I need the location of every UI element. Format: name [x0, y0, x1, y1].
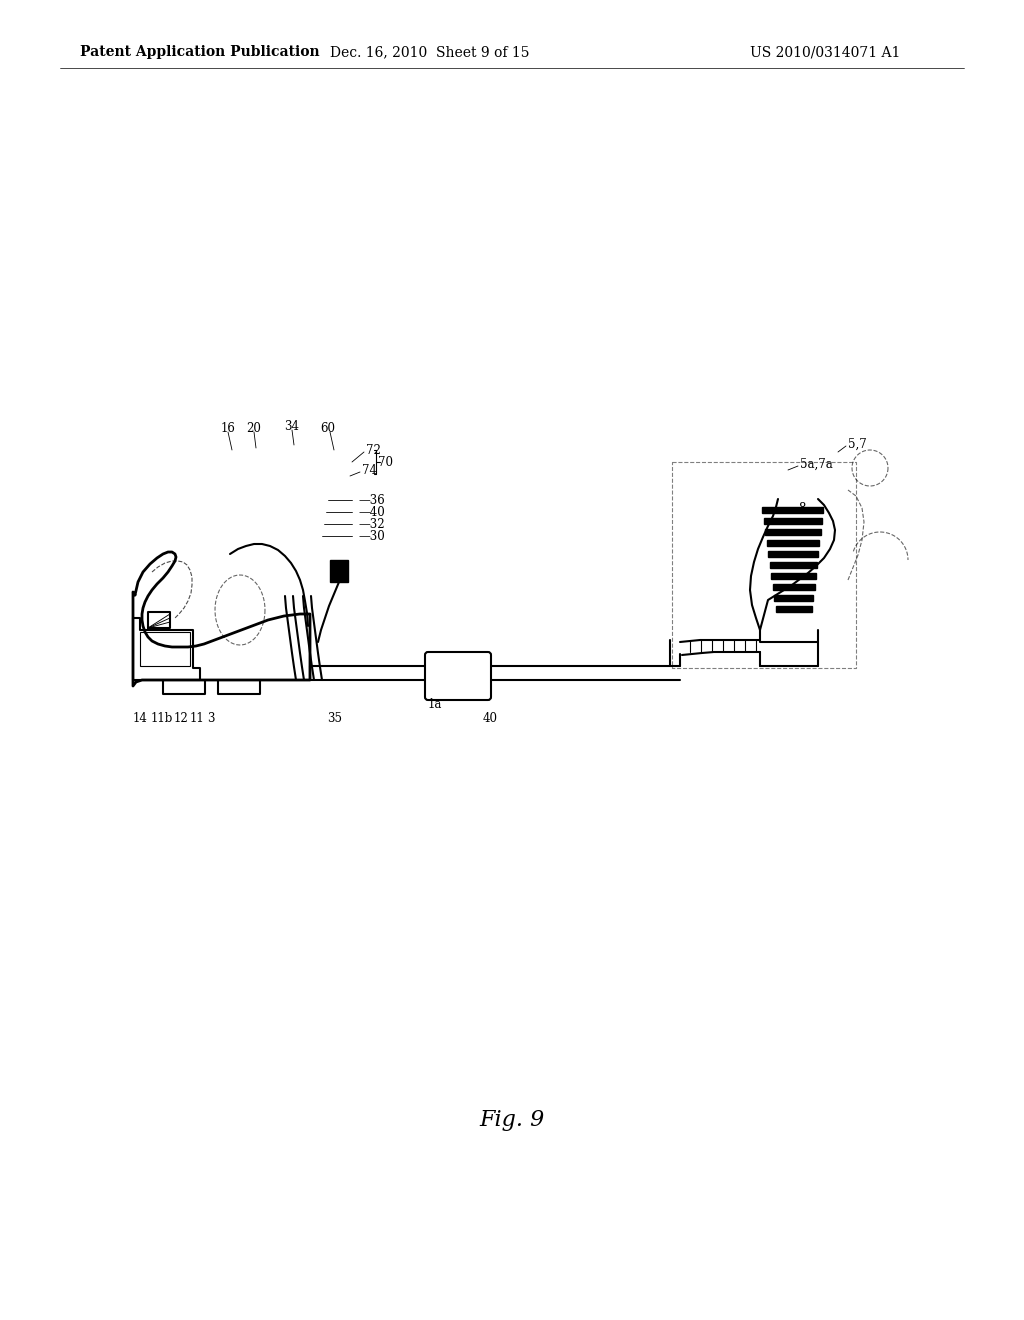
Text: 11: 11 — [189, 711, 205, 725]
Text: 5a,7a: 5a,7a — [800, 458, 833, 470]
Polygon shape — [768, 550, 818, 557]
Text: 20: 20 — [247, 421, 261, 434]
Polygon shape — [769, 562, 817, 568]
Polygon shape — [765, 529, 820, 535]
Text: 72: 72 — [366, 444, 381, 457]
Text: 40: 40 — [482, 711, 498, 725]
Polygon shape — [767, 540, 819, 546]
Bar — [140, 632, 190, 667]
Text: 34: 34 — [285, 420, 299, 433]
Text: 16: 16 — [220, 421, 236, 434]
Text: —40: —40 — [358, 506, 385, 519]
Polygon shape — [771, 573, 816, 579]
Text: US 2010/0314071 A1: US 2010/0314071 A1 — [750, 45, 900, 59]
Text: 5,7: 5,7 — [848, 437, 866, 450]
Text: Fig. 9: Fig. 9 — [479, 1109, 545, 1131]
Polygon shape — [330, 560, 348, 582]
Polygon shape — [775, 606, 812, 612]
Polygon shape — [772, 583, 815, 590]
Polygon shape — [774, 595, 813, 601]
Text: 35: 35 — [328, 711, 342, 725]
Text: Dec. 16, 2010  Sheet 9 of 15: Dec. 16, 2010 Sheet 9 of 15 — [331, 45, 529, 59]
Text: 60: 60 — [321, 421, 336, 434]
Text: 1a: 1a — [428, 697, 442, 710]
Polygon shape — [762, 507, 823, 513]
Text: —36: —36 — [358, 494, 385, 507]
Text: 12: 12 — [174, 711, 188, 725]
Text: 70: 70 — [378, 455, 393, 469]
Text: —32: —32 — [358, 517, 385, 531]
Text: 14: 14 — [132, 711, 147, 725]
Text: 3: 3 — [207, 711, 215, 725]
FancyBboxPatch shape — [425, 652, 490, 700]
Text: 11b: 11b — [151, 711, 173, 725]
Polygon shape — [764, 517, 822, 524]
Text: —30: —30 — [358, 529, 385, 543]
Text: Patent Application Publication: Patent Application Publication — [80, 45, 319, 59]
Text: 8: 8 — [798, 502, 805, 515]
Text: 74: 74 — [362, 463, 377, 477]
